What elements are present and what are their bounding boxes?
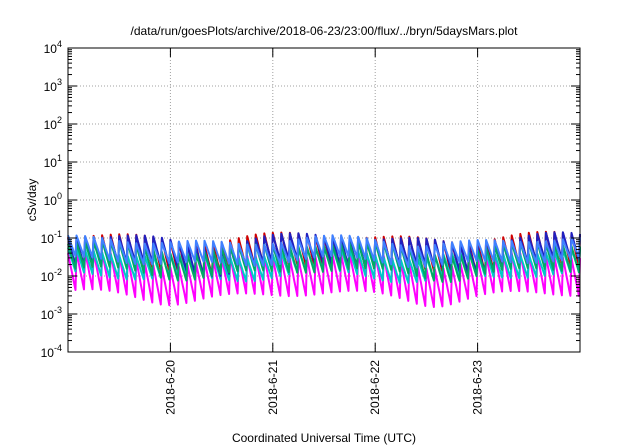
x-tick-label: 2018-6-23 <box>471 360 485 415</box>
y-axis: 10-4 10-3 10-2 10-1 100 101 102 103 104 <box>41 39 580 360</box>
x-tick-label: 2018-6-21 <box>266 360 280 415</box>
y-tick-label: 104 <box>44 39 62 56</box>
y-tick-label: 10-1 <box>41 229 62 246</box>
chart-title: /data/run/goesPlots/archive/2018-06-23/2… <box>131 24 519 38</box>
y-axis-label: cSv/day <box>25 179 39 222</box>
series-line-6 <box>67 234 581 269</box>
x-axis: 2018-6-20 2018-6-21 2018-6-22 2018-6-23 <box>163 48 485 415</box>
x-axis-label: Coordinated Universal Time (UTC) <box>232 431 416 445</box>
y-tick-label: 10-3 <box>41 305 62 322</box>
y-tick-label: 103 <box>44 77 62 94</box>
y-tick-label: 102 <box>44 115 62 132</box>
y-tick-label: 10-4 <box>41 343 62 360</box>
y-tick-label: 100 <box>44 191 62 208</box>
series-layer <box>67 230 581 308</box>
x-tick-label: 2018-6-20 <box>163 360 177 415</box>
x-tick-label: 2018-6-22 <box>368 360 382 415</box>
y-tick-label: 101 <box>44 153 62 170</box>
y-tick-label: 10-2 <box>41 267 62 284</box>
